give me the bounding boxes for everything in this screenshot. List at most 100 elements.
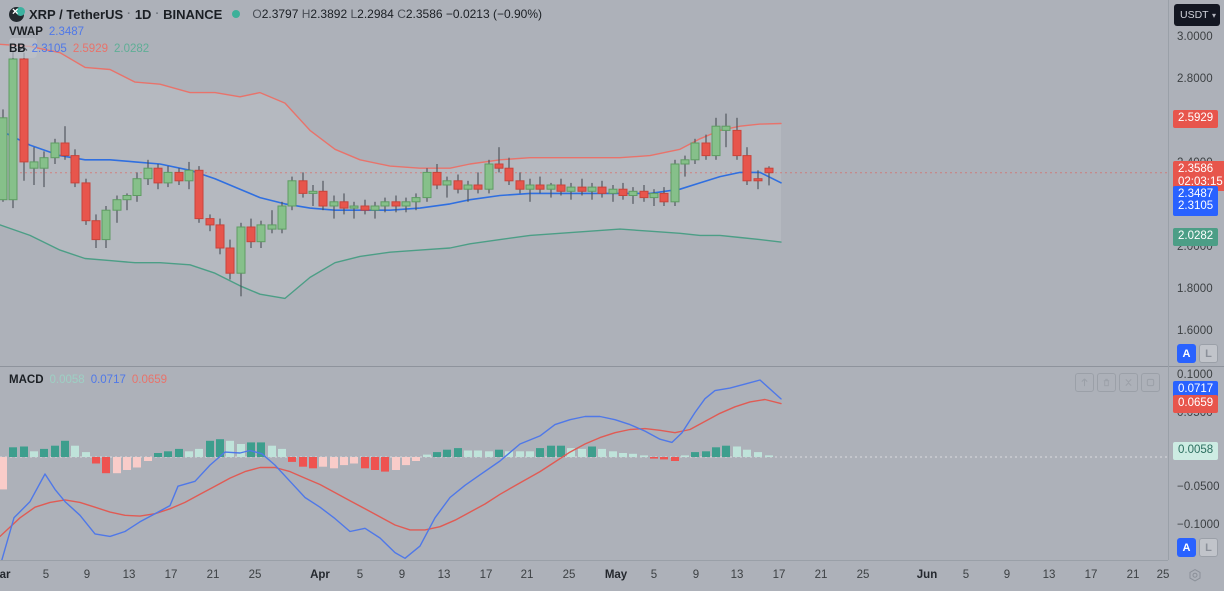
time-tick-label: Jun: [916, 569, 938, 581]
change-value: −0.0213 (−0.90%): [445, 7, 542, 21]
countdown-label: 02:03:15: [1178, 176, 1223, 188]
macd-histogram-bar: [722, 445, 730, 457]
candle-body: [184, 169, 194, 182]
bb-upper-line: [0, 43, 782, 169]
candlestick: [277, 201, 287, 234]
macd-histogram-bar: [216, 439, 224, 457]
remove-pane-button[interactable]: [1097, 373, 1116, 392]
time-tick-label: 5: [356, 569, 364, 581]
candle-body: [618, 188, 628, 196]
candle-body: [566, 186, 576, 192]
clock-icon[interactable]: [1187, 568, 1203, 584]
macd-hist-tag[interactable]: 0.0058: [1173, 442, 1219, 460]
exchange-label[interactable]: BINANCE: [163, 6, 223, 22]
macd-histogram-bar: [516, 451, 524, 457]
macd-axis[interactable]: 0.1000 0.0500 −0.0500 −0.1000 0.0717 0.0659 0.…: [1169, 368, 1224, 560]
candle-body: [484, 163, 494, 190]
legend-symbol-row[interactable]: XRP / TetherUS · 1D · BINANCE O2.3797 H2…: [9, 5, 542, 23]
candlestick: [649, 189, 659, 206]
candle-body: [628, 190, 638, 197]
candlestick: [70, 149, 80, 188]
candle-body: [39, 157, 49, 169]
log-scale-button[interactable]: L: [1199, 344, 1218, 363]
symbol-name[interactable]: XRP / TetherUS: [29, 6, 124, 22]
candle-body: [194, 169, 204, 220]
macd-histogram-bar: [330, 457, 338, 469]
candlestick: [701, 134, 711, 160]
macd-legend[interactable]: MACD 0.0058 0.0717 0.0659: [9, 374, 167, 386]
macd-histogram-bar: [402, 457, 410, 466]
macd-log-scale-button[interactable]: L: [1199, 538, 1218, 557]
time-tick-label: 13: [122, 569, 136, 581]
macd-histogram-bar: [650, 457, 658, 459]
market-status-dot-icon[interactable]: [232, 10, 241, 18]
bb-lower-value: 2.0282: [114, 42, 150, 55]
collapse-pane-button[interactable]: [1119, 373, 1138, 392]
candlestick: [535, 176, 545, 194]
candle-body: [8, 58, 18, 201]
currency-selector[interactable]: USDT ▾: [1174, 4, 1220, 26]
collapse-chart-button[interactable]: [9, 38, 37, 58]
legend-bb-row[interactable]: BB 2.3105 2.5929 2.0282: [9, 40, 542, 57]
pane-divider: [0, 366, 1224, 367]
macd-hist-value: 0.0058: [49, 374, 85, 386]
bb-basis-tag[interactable]: 2.3105: [1173, 198, 1219, 216]
pane-button-group: [1075, 373, 1160, 392]
macd-pane[interactable]: MACD 0.0058 0.0717 0.0659: [0, 368, 1168, 560]
price-chart-canvas[interactable]: [0, 0, 1168, 366]
candle-body: [401, 201, 411, 207]
candlestick: [143, 159, 153, 185]
chevron-down-icon: ▾: [1211, 10, 1216, 20]
candlestick: [153, 164, 163, 190]
candle-body: [453, 180, 463, 190]
candle-body: [174, 171, 184, 182]
macd-histogram-bar: [526, 451, 534, 457]
candle-body: [659, 192, 669, 203]
candle-body: [360, 205, 370, 211]
candlestick: [308, 185, 318, 206]
macd-auto-scale-button[interactable]: A: [1177, 538, 1196, 557]
bb-upper-tag[interactable]: 2.5929: [1173, 110, 1219, 128]
time-axis[interactable]: ar 5 9 13 17 21 25 Apr 5 9 13 17 21 25 May 5 9 13 17 21 25 Ju…: [0, 560, 1224, 591]
candle-body: [287, 180, 297, 207]
macd-chart-canvas[interactable]: [0, 368, 1168, 560]
legend-vwap-row[interactable]: VWAP 2.3487: [9, 23, 542, 40]
macd-histogram-bar: [350, 457, 358, 464]
price-pane[interactable]: [0, 0, 1168, 366]
candlestick: [494, 147, 504, 173]
candlestick: [742, 147, 752, 185]
timeframe-label[interactable]: 1D: [134, 6, 152, 22]
candlestick: [60, 126, 70, 160]
move-pane-up-button[interactable]: [1075, 373, 1094, 392]
candle-body: [236, 226, 246, 274]
bb-upper-value: 2.5929: [72, 42, 108, 55]
candle-body: [153, 167, 163, 184]
low-key: L: [350, 7, 358, 21]
bb-lower-tag[interactable]: 2.0282: [1173, 228, 1219, 246]
bb-fill-band: [0, 44, 781, 299]
candlestick: [546, 182, 556, 198]
axis-divider: [1168, 0, 1169, 560]
candle-body: [525, 184, 535, 190]
macd-histogram-bar: [61, 440, 69, 457]
maximize-pane-button[interactable]: [1141, 373, 1160, 392]
auto-scale-button[interactable]: A: [1177, 344, 1196, 363]
candlestick: [411, 193, 421, 211]
signal-line-tag[interactable]: 0.0659: [1173, 395, 1219, 413]
candlestick: [422, 168, 432, 202]
candlestick: [298, 172, 308, 198]
macd-histogram-bar: [154, 453, 162, 457]
macd-signal-value: 0.0659: [131, 374, 168, 386]
price-axis[interactable]: 3.00002.80002.60002.40002.20002.00001.80…: [1169, 0, 1224, 366]
macd-histogram-bar: [288, 457, 296, 462]
macd-histogram-bar: [619, 453, 627, 457]
candle-body: [597, 186, 607, 194]
macd-histogram-bar: [185, 451, 193, 457]
macd-histogram-bar: [319, 457, 327, 467]
time-tick-label: 9: [398, 569, 406, 581]
candlestick: [267, 210, 277, 234]
candlestick: [39, 151, 49, 188]
macd-line-tag[interactable]: 0.0717: [1173, 381, 1219, 399]
candlestick: [0, 109, 8, 202]
